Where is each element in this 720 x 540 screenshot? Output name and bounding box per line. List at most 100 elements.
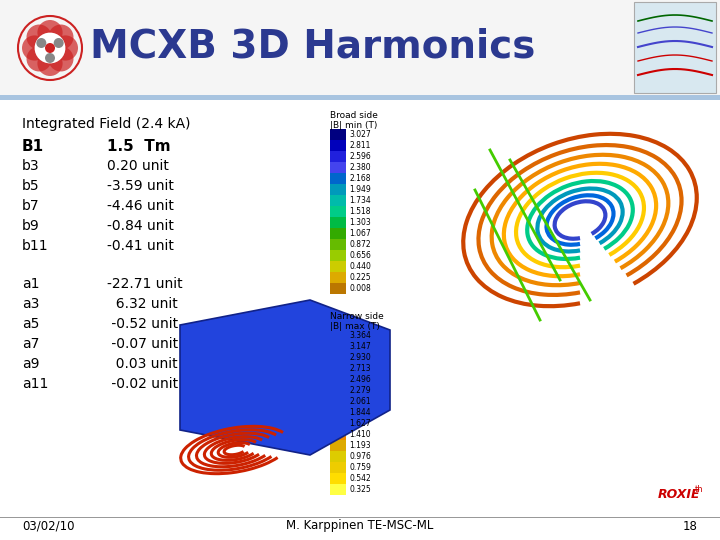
Text: 1.627: 1.627 [349,419,371,428]
Text: -0.84 unit: -0.84 unit [107,219,174,233]
Circle shape [27,24,52,50]
Text: 0.440: 0.440 [349,262,371,271]
Text: -0.02 unit: -0.02 unit [107,377,178,391]
Text: 1.844: 1.844 [349,408,371,417]
Text: 3.147: 3.147 [349,342,371,351]
Circle shape [35,32,66,63]
Text: 18: 18 [683,519,698,532]
Bar [330,484,346,495]
Text: B1: B1 [22,139,44,154]
Bar [330,341,346,352]
Text: b11: b11 [22,239,49,253]
Text: 2.811: 2.811 [349,141,370,150]
Text: 3.027: 3.027 [349,130,371,139]
Text: 1.518: 1.518 [349,207,371,216]
Text: 2.279: 2.279 [349,386,371,395]
Circle shape [48,24,73,50]
Circle shape [48,46,73,71]
Bar [330,352,346,363]
Bar [330,473,346,484]
Bar [330,129,346,140]
Text: 0.656: 0.656 [349,251,371,260]
Bar [330,407,346,418]
Bar [330,195,346,206]
Text: 1.5  Tm: 1.5 Tm [107,139,171,154]
Bar [0,100,720,518]
Text: -4.46 unit: -4.46 unit [107,199,174,213]
Circle shape [37,20,63,45]
Circle shape [53,36,78,60]
Bar [330,261,346,272]
Text: 2.596: 2.596 [349,152,371,161]
Text: -3.59 unit: -3.59 unit [107,179,174,193]
Text: 1.193: 1.193 [349,441,371,450]
Text: 0.225: 0.225 [349,273,371,282]
Text: Integrated Field (2.4 kA): Integrated Field (2.4 kA) [22,117,191,131]
Circle shape [36,38,46,48]
Bar [330,228,346,239]
Text: Broad side
|B| min (T): Broad side |B| min (T) [330,111,378,130]
Text: b9: b9 [22,219,40,233]
Bar [330,396,346,407]
Bar [330,151,346,162]
Bar [330,363,346,374]
Bar [330,374,346,385]
Bar [330,418,346,429]
Text: -0.41 unit: -0.41 unit [107,239,174,253]
Text: a9: a9 [22,357,40,371]
Bar [330,173,346,184]
Text: 0.20 unit: 0.20 unit [107,159,169,173]
Bar [330,206,346,217]
Text: 2.930: 2.930 [349,353,371,362]
Circle shape [54,38,63,48]
Text: 0.759: 0.759 [349,463,371,472]
Text: a3: a3 [22,297,40,311]
Bar [330,440,346,451]
Text: 1.949: 1.949 [349,185,371,194]
Circle shape [22,36,48,60]
Text: 1.067: 1.067 [349,229,371,238]
Text: 0.325: 0.325 [349,485,371,494]
Text: 0.03 unit: 0.03 unit [107,357,178,371]
Text: 3.364: 3.364 [349,331,371,340]
Text: 6.32 unit: 6.32 unit [107,297,178,311]
Text: 2.168: 2.168 [349,174,371,183]
Bar [0,517,720,518]
Bar [330,429,346,440]
Text: 0.872: 0.872 [349,240,371,249]
Text: 03/02/10: 03/02/10 [22,519,74,532]
Bar [330,250,346,261]
Text: 1.410: 1.410 [349,430,371,439]
Text: 0.542: 0.542 [349,474,371,483]
Text: 1.303: 1.303 [349,218,371,227]
Bar [330,272,346,283]
Bar [330,283,346,294]
Polygon shape [180,300,390,455]
Text: -22.71 unit: -22.71 unit [107,277,183,291]
Text: -0.52 unit: -0.52 unit [107,317,178,331]
Text: a7: a7 [22,337,40,351]
Bar [330,330,346,341]
Circle shape [27,46,52,71]
Bar [330,451,346,462]
Text: a11: a11 [22,377,48,391]
Text: b7: b7 [22,199,40,213]
Text: 2.380: 2.380 [349,163,371,172]
Text: 0.976: 0.976 [349,452,371,461]
Text: 0.008: 0.008 [349,284,371,293]
Bar [330,217,346,228]
Bar [330,239,346,250]
Text: a1: a1 [22,277,40,291]
Bar [330,462,346,473]
Bar [0,95,720,100]
Bar [330,184,346,195]
Circle shape [45,43,55,53]
Text: a5: a5 [22,317,40,331]
Bar [634,2,716,93]
Bar [330,140,346,151]
Text: b5: b5 [22,179,40,193]
Bar [330,162,346,173]
Bar [330,385,346,396]
Text: Narrow side
|B| max (T): Narrow side |B| max (T) [330,312,384,332]
Circle shape [45,53,55,63]
